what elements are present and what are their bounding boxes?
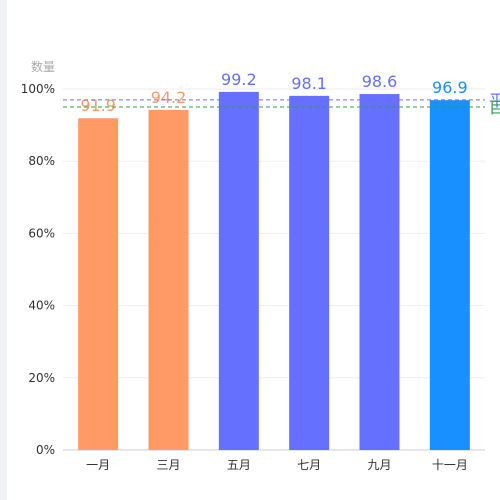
x-tick-label: 一月 bbox=[86, 458, 110, 472]
y-tick-label: 100% bbox=[21, 82, 55, 96]
x-tick-label: 五月 bbox=[227, 458, 251, 472]
x-axis: 一月 三月 五月 七月 九月 十一月 bbox=[86, 458, 468, 472]
y-axis: 0% 20% 40% 60% 80% 100% bbox=[21, 82, 55, 457]
reference-line-label: 平 bbox=[489, 91, 500, 110]
x-tick-label: 十一月 bbox=[432, 458, 468, 472]
y-axis-title: 数量 bbox=[31, 59, 55, 74]
bar bbox=[289, 95, 330, 450]
y-tick-label: 40% bbox=[28, 299, 55, 313]
bar bbox=[429, 100, 470, 450]
window-left-edge bbox=[0, 0, 7, 500]
y-tick-label: 20% bbox=[28, 371, 55, 385]
bar bbox=[148, 109, 189, 451]
reference-lines: 平目 bbox=[63, 91, 500, 117]
y-tick-label: 80% bbox=[28, 154, 55, 168]
data-label: 98.6 bbox=[362, 72, 398, 91]
data-label: 91.9 bbox=[80, 96, 116, 115]
data-label: 99.2 bbox=[221, 70, 257, 89]
bar bbox=[218, 91, 259, 450]
x-tick-label: 七月 bbox=[297, 458, 321, 472]
reference-line-label: 目 bbox=[489, 98, 500, 117]
x-tick-label: 三月 bbox=[156, 458, 180, 472]
bar bbox=[359, 94, 400, 450]
bar-chart: 0% 20% 40% 60% 80% 100% 数量 91.9 94.2 99.2 98.1 98… bbox=[21, 59, 500, 472]
grid-lines bbox=[63, 88, 485, 451]
y-tick-label: 0% bbox=[36, 443, 55, 457]
x-tick-label: 九月 bbox=[367, 458, 391, 472]
bars: 91.9 94.2 99.2 98.1 98.6 96.9 bbox=[78, 70, 470, 451]
bar bbox=[78, 118, 119, 450]
data-label: 96.9 bbox=[432, 78, 468, 97]
y-tick-label: 60% bbox=[28, 226, 55, 240]
data-label: 94.2 bbox=[151, 88, 187, 107]
data-label: 98.1 bbox=[291, 74, 327, 93]
chart-container: 0% 20% 40% 60% 80% 100% 数量 91.9 94.2 99.2 98.1 98… bbox=[7, 0, 500, 500]
